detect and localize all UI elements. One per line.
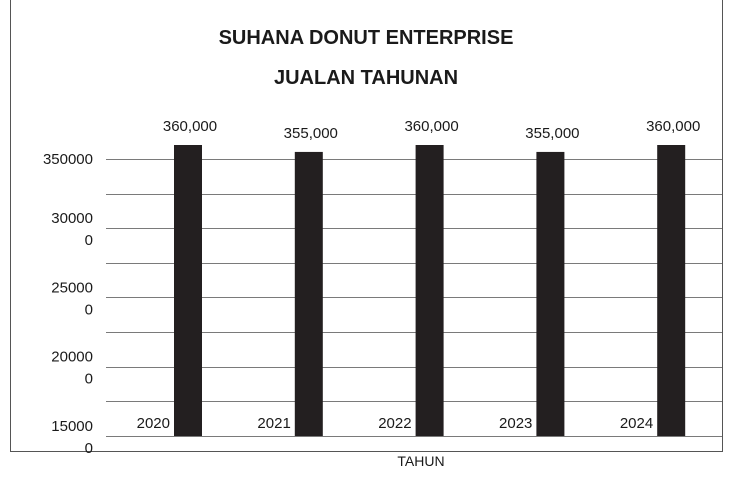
x-tick-label: 2022 (378, 415, 411, 432)
y-tick-label: 25000 0 (51, 279, 93, 318)
x-tick-label: 2024 (620, 415, 653, 432)
bar (415, 145, 444, 436)
gridlines (106, 159, 722, 437)
x-tick-label: 2023 (499, 415, 532, 432)
data-labels: 360,000 355,000 360,000 355,000 360,000 (163, 118, 700, 142)
bars (174, 145, 686, 436)
chart-title: SUHANA DONUT ENTERPRISE (218, 27, 514, 49)
x-tick-label: 2020 (137, 415, 170, 432)
bar (294, 151, 323, 436)
y-tick-label: 15000 0 (51, 418, 93, 457)
bar (657, 145, 686, 436)
x-axis-ticks: 2020 2021 2022 2023 2024 (137, 415, 654, 432)
data-label: 355,000 (525, 125, 579, 142)
y-tick-label: 20000 0 (51, 349, 93, 388)
data-label: 360,000 (404, 118, 458, 135)
x-tick-label: 2021 (257, 415, 290, 432)
data-label: 360,000 (646, 118, 700, 135)
data-label: 355,000 (284, 125, 338, 142)
chart-frame (10, 0, 723, 452)
y-tick-label: 350000 (43, 151, 93, 168)
y-axis-ticks: 350000 30000 0 25000 0 20000 0 15000 0 (43, 151, 93, 457)
bar (174, 145, 202, 436)
x-axis-title: TAHUN (397, 453, 444, 469)
bar (536, 151, 565, 436)
y-tick-label: 30000 0 (51, 210, 93, 249)
chart-subtitle: JUALAN TAHUNAN (273, 67, 459, 89)
data-label: 360,000 (163, 118, 217, 135)
